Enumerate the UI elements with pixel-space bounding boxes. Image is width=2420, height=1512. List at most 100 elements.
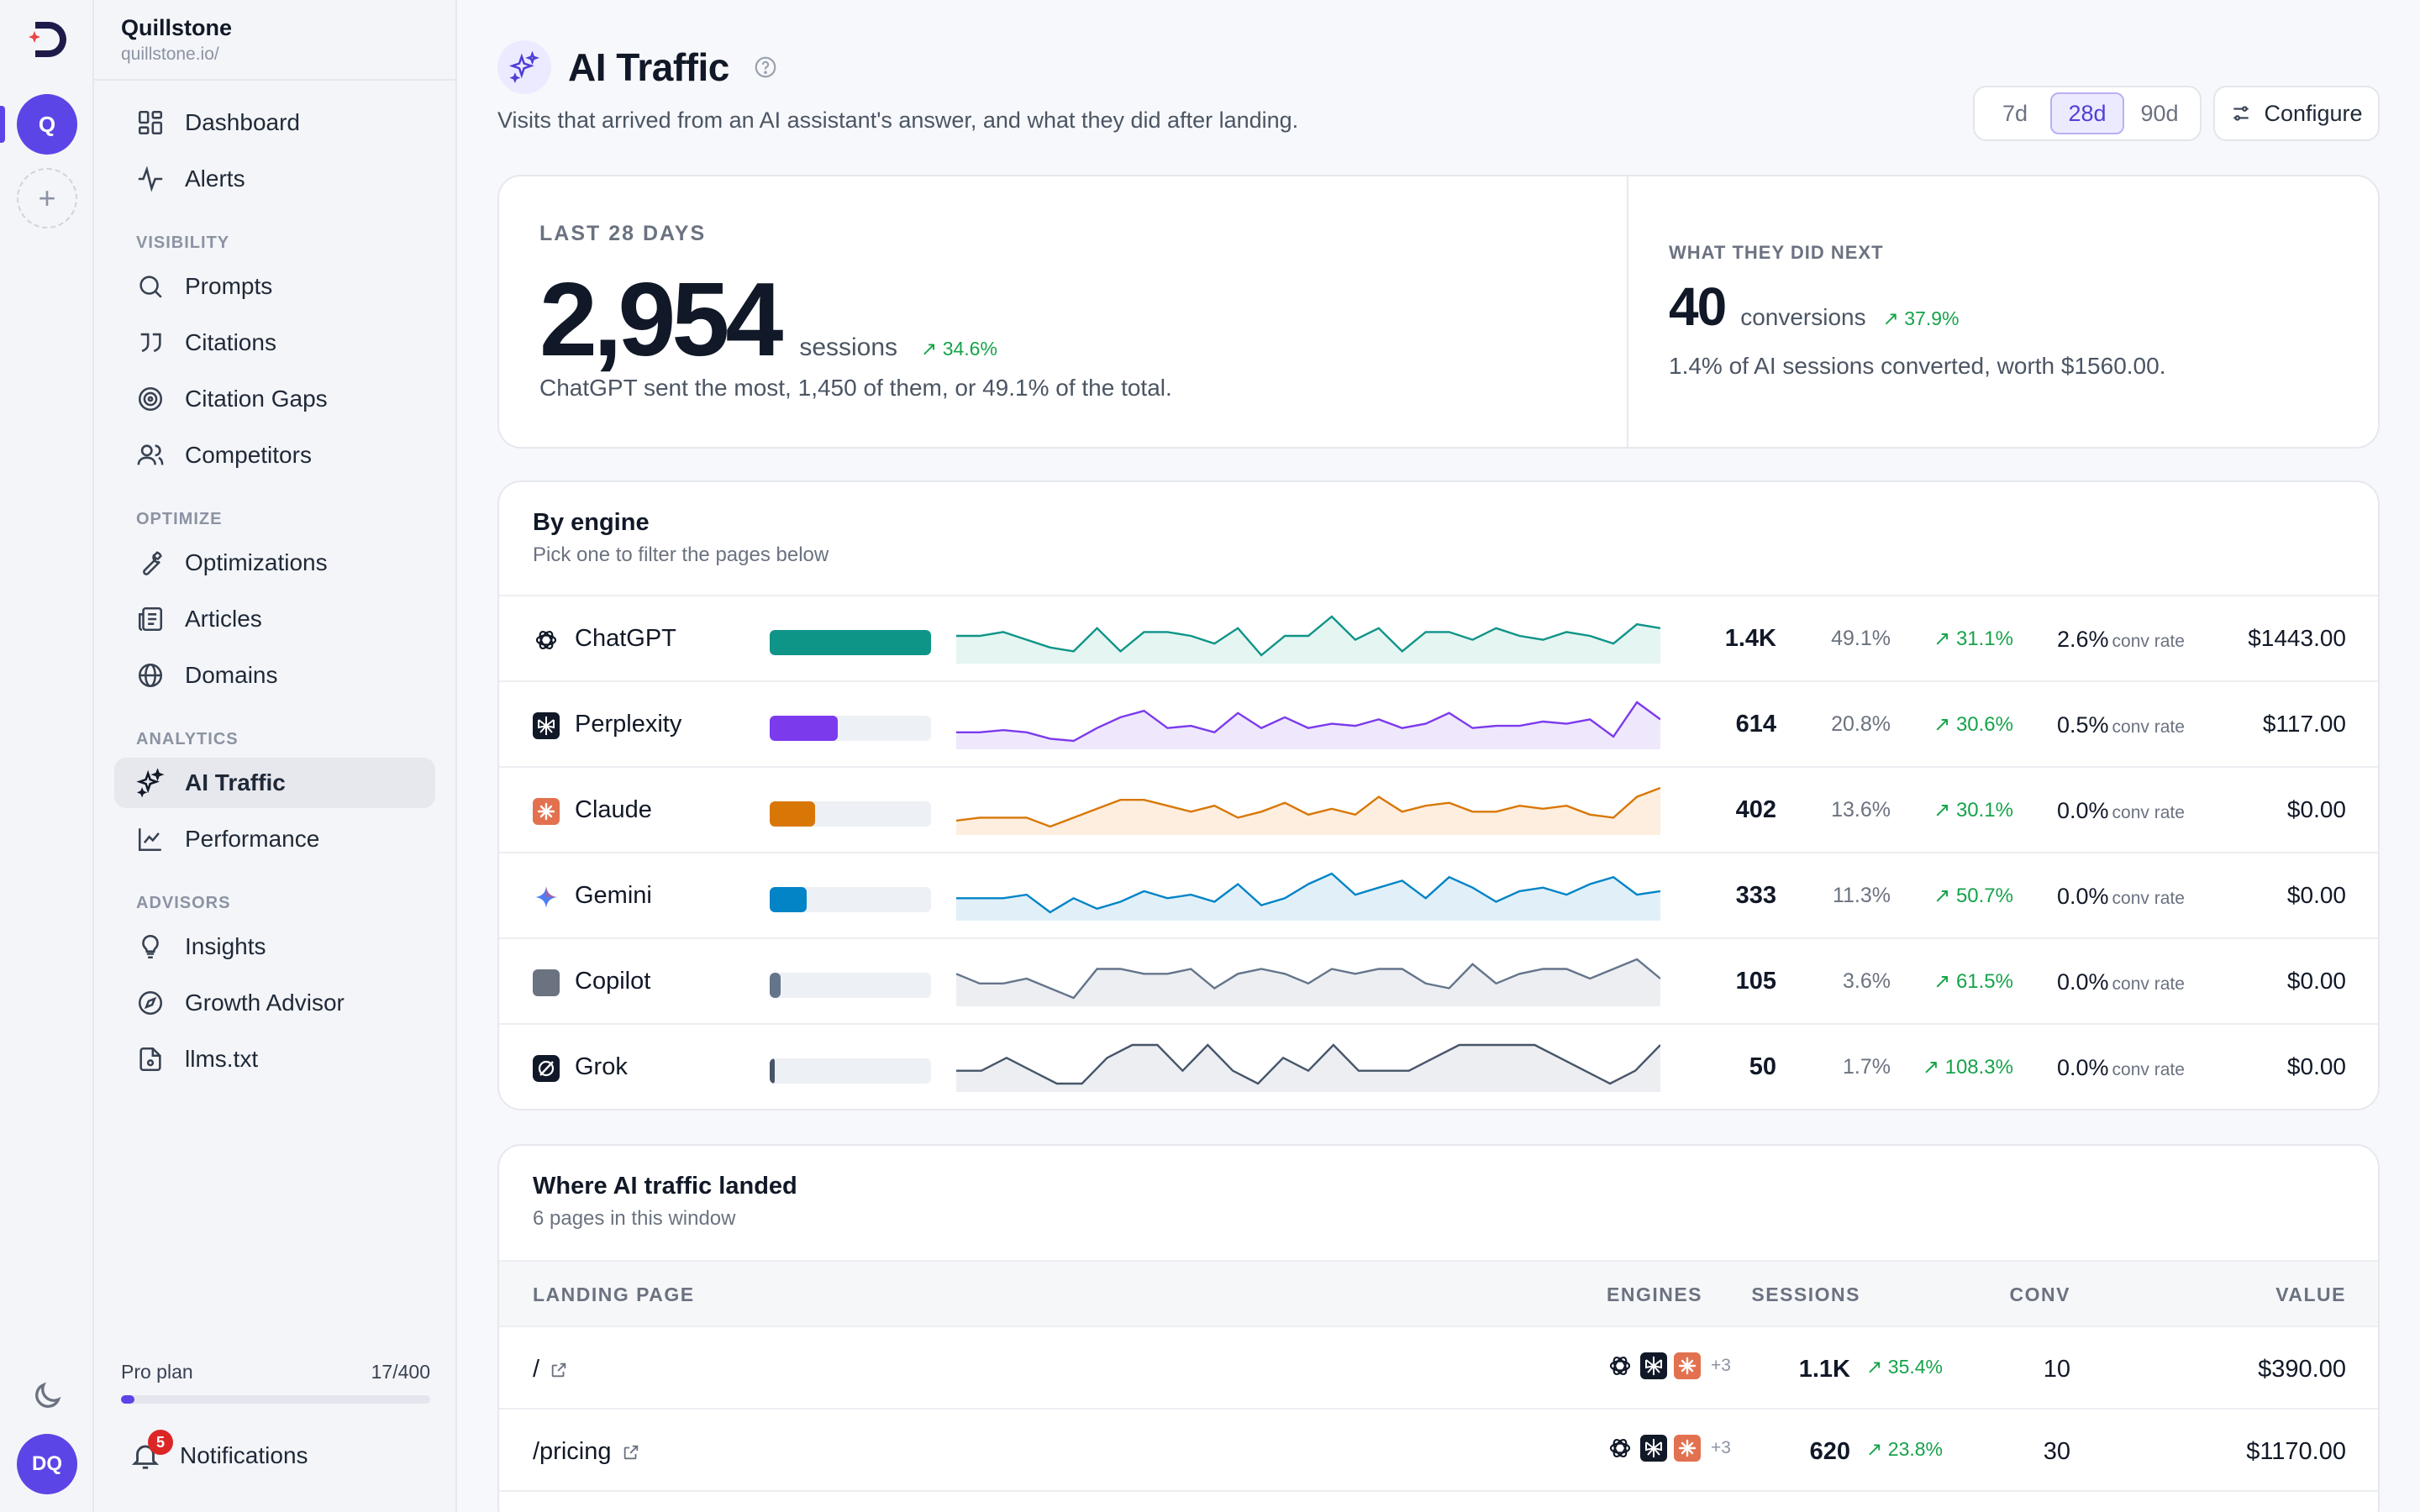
configure-button[interactable]: Configure xyxy=(2213,86,2380,141)
column-header-sessions[interactable]: SESSIONS xyxy=(1751,1284,1860,1305)
engine-row-chatgpt[interactable]: ChatGPT 1.4K 49.1% ↗ 31.1% 2.6% conv rate… xyxy=(499,596,2378,682)
engine-row-gemini[interactable]: Gemini 333 11.3% ↗ 50.7% 0.0% conv rate $… xyxy=(499,853,2378,939)
engine-name: Perplexity xyxy=(575,711,682,738)
engine-trend-sparkline xyxy=(956,958,1660,1006)
claude-logo-icon xyxy=(533,798,560,825)
user-avatar-button[interactable]: DQ xyxy=(17,1434,77,1494)
sidebar-item-dashboard[interactable]: Dashboard xyxy=(114,97,435,148)
app-logo-icon[interactable] xyxy=(25,17,71,62)
workspace-name: Quillstone xyxy=(121,15,233,40)
landing-page-link[interactable]: / xyxy=(533,1356,568,1383)
landing-delta: ↗ 23.8% xyxy=(1866,1438,1943,1460)
engine-share: 11.3% xyxy=(1832,884,1891,907)
users-icon xyxy=(137,444,164,465)
table-row[interactable]: /pricing +3 620 ↗ 23.8% 30 $1170.00 xyxy=(499,1410,2378,1492)
landing-value: $1170.00 xyxy=(2246,1438,2346,1465)
sidebar-item-citations[interactable]: Citations xyxy=(114,318,435,368)
plan-label: Pro plan xyxy=(121,1361,193,1383)
engine-name: Grok xyxy=(575,1053,628,1080)
engine-row-perplexity[interactable]: Perplexity 614 20.8% ↗ 30.6% 0.5% conv ra… xyxy=(499,682,2378,768)
sparkles-icon xyxy=(136,769,165,797)
landing-table-header: LANDING PAGE ENGINES SESSIONS CONV VALUE xyxy=(499,1262,2378,1327)
sidebar-item-citation-gaps[interactable]: Citation Gaps xyxy=(114,374,435,424)
conversions-delta: ↗ 37.9% xyxy=(1882,307,1960,329)
sidebar-item-domains[interactable]: Domains xyxy=(114,650,435,701)
sidebar-item-competitors[interactable]: Competitors xyxy=(114,430,435,480)
engine-row-claude[interactable]: Claude 402 13.6% ↗ 30.1% 0.0% conv rate $… xyxy=(499,768,2378,853)
conversions-unit: conversions xyxy=(1740,304,1866,330)
sessions-total: 2,954 xyxy=(539,262,783,378)
range-90d-button[interactable]: 90d xyxy=(2140,100,2179,126)
notifications-button[interactable]: 5 Notifications xyxy=(129,1430,308,1472)
engine-delta: ↗ 50.7% xyxy=(1933,885,2013,907)
sidebar-item-prompts[interactable]: Prompts xyxy=(114,261,435,312)
sparkline-area xyxy=(956,788,1660,835)
date-range-selector: 7d 28d 90d xyxy=(1973,86,2202,141)
plan-usage[interactable]: Pro plan 17/400 xyxy=(121,1361,430,1404)
nav-section-visibility: VISIBILITY xyxy=(136,234,230,252)
column-header-value[interactable]: VALUE xyxy=(2275,1284,2346,1305)
column-header-conv[interactable]: CONV xyxy=(2009,1284,2070,1305)
sidebar-item-insights[interactable]: Insights xyxy=(114,921,435,972)
notifications-label: Notifications xyxy=(180,1442,308,1468)
engine-share-bar-fill xyxy=(770,716,838,741)
sidebar-item-label: Insights xyxy=(185,933,266,959)
sparkline-area xyxy=(956,874,1660,921)
help-icon[interactable] xyxy=(753,55,778,80)
workspace-header[interactable]: Quillstone quillstone.io/ xyxy=(94,0,455,81)
engine-row-grok[interactable]: Grok 50 1.7% ↗ 108.3% 0.0% conv rate $0.0… xyxy=(499,1025,2378,1109)
bell-icon: 5 xyxy=(129,1430,173,1472)
perplexity-logo-icon xyxy=(1640,1352,1667,1379)
sidebar-item-llms-txt[interactable]: llms.txt xyxy=(114,1034,435,1084)
file-icon xyxy=(139,1047,161,1072)
gemini-logo-icon xyxy=(533,884,560,911)
engine-sessions: 1.4K xyxy=(1724,625,1776,652)
plan-usage-count: 17/400 xyxy=(371,1361,430,1383)
engine-name: Claude xyxy=(575,796,652,823)
engine-share-bar xyxy=(770,630,931,655)
engine-value: $0.00 xyxy=(2286,968,2346,994)
sidebar-item-label: Citations xyxy=(185,329,276,355)
engine-delta: ↗ 61.5% xyxy=(1933,970,2013,993)
external-link-icon[interactable] xyxy=(622,1443,640,1462)
plan-usage-bar xyxy=(121,1395,430,1404)
workspace-switcher-button[interactable]: Q xyxy=(17,94,77,155)
landing-page-link[interactable]: /pricing xyxy=(533,1438,640,1466)
engine-share: 1.7% xyxy=(1843,1055,1891,1079)
landing-delta: ↗ 35.4% xyxy=(1866,1356,1943,1378)
sessions-unit: sessions xyxy=(799,333,898,361)
column-header-engines[interactable]: ENGINES xyxy=(1607,1284,1703,1305)
sparkline-line xyxy=(956,872,1660,914)
moon-icon[interactable] xyxy=(30,1379,64,1413)
sidebar-item-alerts[interactable]: Alerts xyxy=(114,154,435,204)
landing-conversions: 10 xyxy=(2043,1356,2070,1383)
sidebar-item-performance[interactable]: Performance xyxy=(114,814,435,864)
add-workspace-button[interactable]: + xyxy=(17,168,77,228)
engine-trend-sparkline xyxy=(956,701,1660,749)
sidebar-item-label: AI Traffic xyxy=(185,769,286,795)
summary-card: LAST 28 DAYS 2,954 sessions ↗ 34.6% Chat… xyxy=(497,175,2380,449)
range-28d-button[interactable]: 28d xyxy=(2050,92,2124,134)
sidebar-item-articles[interactable]: Articles xyxy=(114,594,435,644)
sidebar-item-label: Alerts xyxy=(185,165,245,192)
external-link-icon[interactable] xyxy=(550,1361,568,1379)
engine-row-copilot[interactable]: Copilot 105 3.6% ↗ 61.5% 0.0% conv rate $… xyxy=(499,939,2378,1025)
chatgpt-logo-icon xyxy=(1607,1352,1634,1379)
sidebar-item-label: Optimizations xyxy=(185,549,328,575)
range-7d-button[interactable]: 7d xyxy=(2002,100,2028,126)
sparkles-icon xyxy=(508,51,539,83)
table-row[interactable]: / +3 1.1K ↗ 35.4% 10 $390.00 xyxy=(499,1327,2378,1410)
sidebar-item-growth-advisor[interactable]: Growth Advisor xyxy=(114,978,435,1028)
perplexity-logo-icon xyxy=(533,712,560,739)
sparkline-line xyxy=(956,958,1660,1000)
nav-section-optimize: OPTIMIZE xyxy=(136,510,223,528)
target-icon xyxy=(138,386,163,412)
sparkline-area xyxy=(956,959,1660,1006)
sidebar-item-optimizations[interactable]: Optimizations xyxy=(114,538,435,588)
sidebar-item-ai-traffic[interactable]: AI Traffic xyxy=(114,758,435,808)
landing-sessions: 1.1K xyxy=(1798,1356,1850,1383)
engine-trend-sparkline xyxy=(956,1043,1660,1092)
column-header-landing-page[interactable]: LANDING PAGE xyxy=(533,1284,695,1305)
engine-share: 13.6% xyxy=(1831,798,1891,822)
engine-share-bar-fill xyxy=(770,973,781,998)
